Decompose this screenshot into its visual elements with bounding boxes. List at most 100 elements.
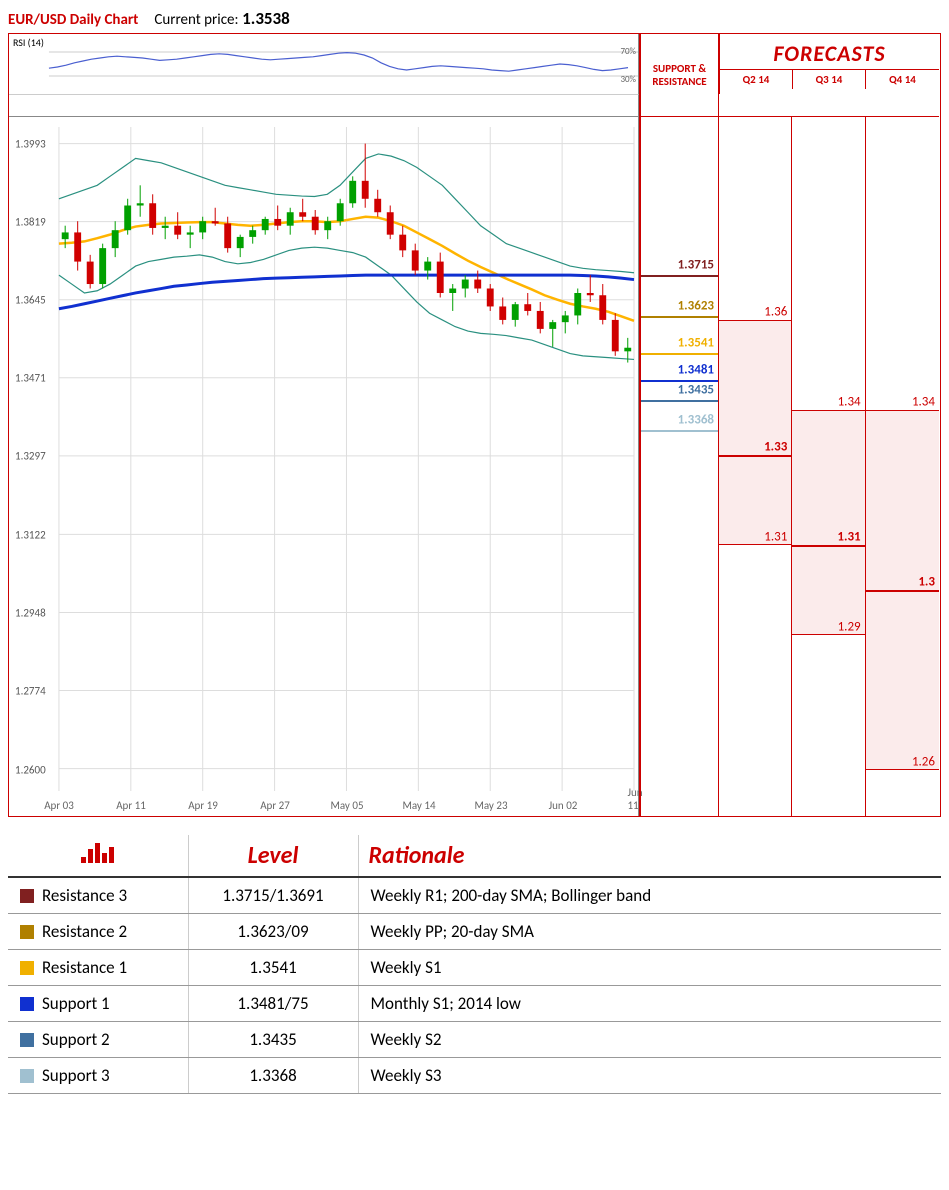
row-rationale: Weekly PP; 20-day SMA [358, 914, 941, 950]
table-row: Support 11.3481/75Monthly S1; 2014 low [8, 986, 941, 1022]
fc-q1: Q2 14 [720, 70, 793, 89]
row-level: 1.3481/75 [188, 986, 358, 1022]
x-tick: Jun 02 [549, 799, 578, 812]
table-row: Resistance 11.3541Weekly S1 [8, 950, 941, 986]
sr-table: Level Rationale Resistance 31.3715/1.369… [8, 835, 941, 1094]
fc-col-2: 1.34 1.31 1.29 [792, 117, 865, 816]
swatch-icon [20, 889, 34, 903]
x-tick: May 23 [474, 799, 507, 812]
y-tick: 1.3471 [15, 372, 46, 385]
row-level: 1.3435 [188, 1022, 358, 1058]
x-tick: Apr 03 [44, 799, 74, 812]
forecast-value: 1.34 [912, 395, 935, 410]
forecast-quarters: Q2 14 Q3 14 Q4 14 [720, 70, 939, 89]
rsi-tick-30: 30% [620, 74, 636, 85]
sr-level-label: 1.3623 [678, 298, 714, 313]
table-header-rationale: Rationale [358, 835, 941, 877]
forecast-value: 1.26 [912, 754, 935, 769]
price-value: 1.3538 [242, 8, 290, 29]
forecast-value: 1.34 [838, 395, 861, 410]
forecast-title: FORECASTS [720, 34, 939, 70]
sr-level-label: 1.3541 [678, 335, 714, 350]
row-rationale: Weekly S2 [358, 1022, 941, 1058]
row-level: 1.3715/1.3691 [188, 877, 358, 914]
sr-level-label: 1.3715 [678, 257, 714, 272]
table-header-level: Level [188, 835, 358, 877]
table-row: Support 21.3435Weekly S2 [8, 1022, 941, 1058]
row-level: 1.3541 [188, 950, 358, 986]
y-tick: 1.2600 [15, 763, 46, 776]
y-tick: 1.3819 [15, 215, 46, 228]
forecast-mid-line [866, 590, 939, 592]
fc-col-3: 1.34 1.3 1.26 [866, 117, 939, 816]
y-tick: 1.3122 [15, 528, 46, 541]
x-tick: Apr 11 [116, 799, 146, 812]
current-price-wrap: Current price: 1.3538 [154, 8, 289, 29]
chart-title: EUR/USD Daily Chart [8, 11, 138, 29]
sr-body: 1.3715 1.3623 1.3541 1.3481 1.3435 1.3368 [639, 116, 719, 816]
forecast-value: 1.36 [764, 305, 787, 320]
forecast-value: 1.33 [764, 440, 787, 455]
forecast-range [719, 320, 791, 545]
table-row: Support 31.3368Weekly S3 [8, 1058, 941, 1094]
table-row: Resistance 21.3623/09Weekly PP; 20-day S… [8, 914, 941, 950]
y-tick: 1.2774 [15, 685, 46, 698]
row-name: Resistance 2 [8, 914, 188, 950]
row-rationale: Weekly R1; 200-day SMA; Bollinger band [358, 877, 941, 914]
row-name: Resistance 3 [8, 877, 188, 914]
swatch-icon [20, 961, 34, 975]
swatch-icon [20, 925, 34, 939]
row-rationale: Weekly S3 [358, 1058, 941, 1094]
row-name: Resistance 1 [8, 950, 188, 986]
forecast-value: 1.3 [918, 574, 935, 589]
forecast-value: 1.31 [837, 529, 860, 544]
rsi-tick-70: 70% [620, 46, 636, 57]
x-tick: Apr 19 [188, 799, 218, 812]
price-svg [9, 117, 638, 816]
forecast-value: 1.31 [764, 529, 787, 544]
fc-q3: Q4 14 [866, 70, 939, 89]
forecast-range [792, 410, 864, 635]
x-tick: Apr 27 [260, 799, 290, 812]
sr-level-label: 1.3481 [678, 362, 714, 377]
table-header-icon [8, 835, 188, 877]
rsi-svg [9, 34, 638, 94]
sr-line [641, 400, 718, 402]
sr-line [641, 430, 718, 432]
table-row: Resistance 31.3715/1.3691Weekly R1; 200-… [8, 877, 941, 914]
y-tick: 1.3645 [15, 293, 46, 306]
main-grid: RSI (14) 70% 30% SUPPORT & RESISTANCE FO… [8, 33, 941, 817]
rsi-gap [9, 94, 639, 116]
swatch-icon [20, 997, 34, 1011]
forecast-mid-line [792, 545, 864, 547]
forecast-header: FORECASTS Q2 14 Q3 14 Q4 14 [719, 34, 939, 94]
row-level: 1.3368 [188, 1058, 358, 1094]
sr-header: SUPPORT & RESISTANCE [639, 34, 719, 116]
price-chart: 1.3993 1.3819 1.3645 1.3471 1.3297 1.3122 1.29… [9, 116, 639, 816]
chart-header: EUR/USD Daily Chart Current price: 1.353… [8, 8, 941, 29]
y-tick: 1.2948 [15, 607, 46, 620]
table-body: Resistance 31.3715/1.3691Weekly R1; 200-… [8, 877, 941, 1094]
sr-level-label: 1.3435 [678, 383, 714, 398]
swatch-icon [20, 1033, 34, 1047]
fc-col-1: 1.36 1.33 1.31 [719, 117, 792, 816]
forecast-body: 1.36 1.33 1.31 1.34 1.31 1.29 1.34 1.3 1.26 [719, 116, 939, 816]
row-level: 1.3623/09 [188, 914, 358, 950]
swatch-icon [20, 1069, 34, 1083]
sr-level-label: 1.3368 [678, 413, 714, 428]
forecast-value: 1.29 [838, 619, 861, 634]
fc-q2: Q3 14 [793, 70, 866, 89]
row-rationale: Weekly S1 [358, 950, 941, 986]
forecast-mid-line [719, 455, 791, 457]
sr-line [641, 275, 718, 277]
sr-line [641, 316, 718, 318]
price-label: Current price: [154, 11, 238, 29]
y-tick: 1.3993 [15, 137, 46, 150]
row-name: Support 2 [8, 1022, 188, 1058]
row-rationale: Monthly S1; 2014 low [358, 986, 941, 1022]
x-tick: May 05 [330, 799, 363, 812]
row-name: Support 1 [8, 986, 188, 1022]
y-tick: 1.3297 [15, 450, 46, 463]
sr-line [641, 380, 718, 382]
x-tick: May 14 [402, 799, 435, 812]
